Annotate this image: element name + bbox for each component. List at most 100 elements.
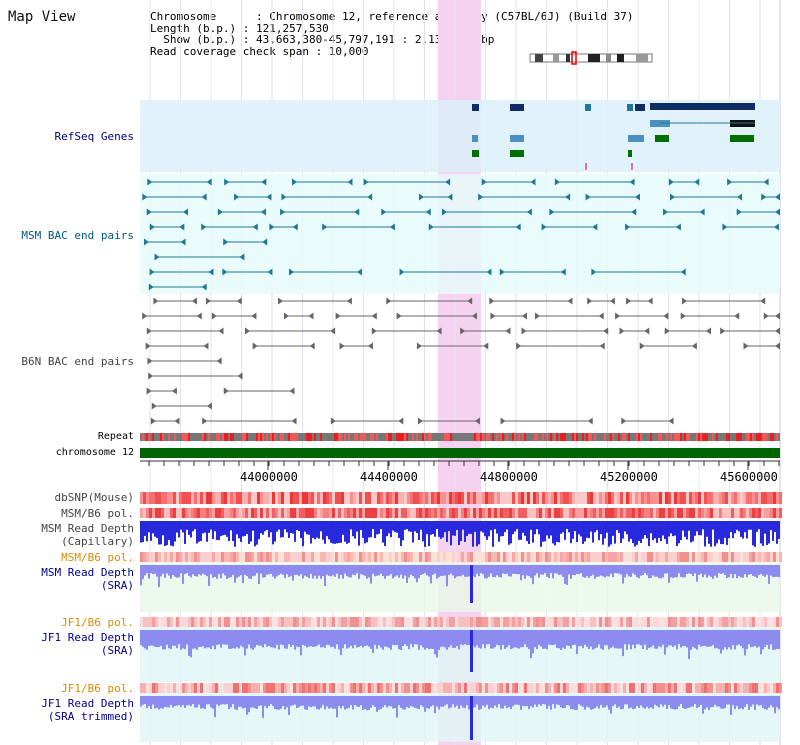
bac-end-marker[interactable] — [460, 327, 466, 335]
refseq-gene[interactable] — [650, 120, 668, 127]
bac-end-marker[interactable] — [245, 327, 251, 335]
bac-end-marker[interactable] — [363, 178, 369, 186]
bac-end-marker[interactable] — [474, 417, 480, 425]
bac-end-marker[interactable] — [682, 297, 688, 305]
bac-end-marker[interactable] — [142, 312, 148, 320]
bac-end-marker[interactable] — [534, 312, 540, 320]
bac-end-marker[interactable] — [644, 327, 650, 335]
bac-end-marker[interactable] — [621, 417, 627, 425]
bac-end-marker[interactable] — [151, 402, 157, 410]
bac-end-marker[interactable] — [153, 297, 159, 305]
bac-end-marker[interactable] — [743, 342, 749, 350]
refseq-gene[interactable] — [472, 104, 479, 111]
bac-end-marker[interactable] — [330, 327, 336, 335]
bac-end-marker[interactable] — [445, 178, 451, 186]
chromosome-ideogram[interactable] — [529, 51, 653, 65]
bac-end-marker[interactable] — [367, 342, 373, 350]
bac-end-marker[interactable] — [516, 342, 522, 350]
bac-end-marker[interactable] — [196, 312, 202, 320]
bac-end-marker[interactable] — [490, 312, 496, 320]
bac-end-marker[interactable] — [143, 238, 149, 246]
bac-end-marker[interactable] — [775, 193, 780, 201]
bac-end-marker[interactable] — [521, 327, 527, 335]
bac-end-marker[interactable] — [292, 178, 298, 186]
track-label-dbsnp[interactable]: dbSNP(Mouse) — [54, 491, 134, 504]
bac-end-marker[interactable] — [773, 223, 779, 231]
bac-end-marker[interactable] — [335, 312, 341, 320]
bac-end-marker[interactable] — [680, 312, 686, 320]
bac-end-marker[interactable] — [736, 208, 742, 216]
bac-end-marker[interactable] — [147, 357, 153, 365]
bac-end-marker[interactable] — [691, 342, 697, 350]
bac-end-marker[interactable] — [436, 327, 442, 335]
bac-end-marker[interactable] — [171, 387, 177, 395]
bac-end-marker[interactable] — [763, 312, 769, 320]
bac-end-marker[interactable] — [668, 417, 674, 425]
bac-end-marker[interactable] — [146, 327, 152, 335]
bac-end-marker[interactable] — [587, 417, 593, 425]
track-label-b6n-bac[interactable]: B6N BAC end pairs — [21, 355, 134, 368]
bac-end-marker[interactable] — [206, 178, 212, 186]
bac-end-marker[interactable] — [481, 178, 487, 186]
bac-end-marker[interactable] — [150, 417, 156, 425]
bac-end-marker[interactable] — [191, 297, 197, 305]
bac-end-marker[interactable] — [234, 193, 240, 201]
bac-end-marker[interactable] — [208, 268, 214, 276]
bac-end-marker[interactable] — [565, 193, 571, 201]
bac-end-marker[interactable] — [211, 312, 217, 320]
bac-end-marker[interactable] — [330, 417, 336, 425]
bac-end-marker[interactable] — [203, 342, 209, 350]
bac-end-marker[interactable] — [224, 178, 230, 186]
bac-end-marker[interactable] — [763, 178, 769, 186]
bac-end-marker[interactable] — [281, 193, 287, 201]
bac-end-marker[interactable] — [386, 297, 392, 305]
refseq-gene[interactable] — [730, 135, 754, 142]
bac-end-marker[interactable] — [154, 253, 160, 261]
bac-end-marker[interactable] — [639, 342, 645, 350]
bac-end-marker[interactable] — [182, 208, 188, 216]
bac-end-marker[interactable] — [626, 297, 632, 305]
bac-end-marker[interactable] — [289, 387, 295, 395]
bac-end-marker[interactable] — [428, 223, 434, 231]
bac-end-marker[interactable] — [526, 208, 532, 216]
bac-end-marker[interactable] — [201, 223, 207, 231]
refseq-gene[interactable] — [585, 163, 587, 170]
track-label-jf1-pol-2[interactable]: JF1/B6 pol. — [61, 682, 134, 695]
bac-end-marker[interactable] — [371, 327, 377, 335]
bac-end-marker[interactable] — [371, 312, 377, 320]
bac-end-marker[interactable] — [418, 417, 424, 425]
bac-end-marker[interactable] — [663, 208, 669, 216]
track-label-jf1-read-depth-sra-trimmed[interactable]: JF1 Read Depth (SRA trimmed) — [41, 697, 134, 723]
bac-end-marker[interactable] — [706, 327, 712, 335]
track-label-chromosome[interactable]: chromosome 12 — [55, 447, 134, 458]
bac-end-marker[interactable] — [149, 268, 155, 276]
bac-end-marker[interactable] — [252, 342, 258, 350]
bac-end-marker[interactable] — [483, 342, 489, 350]
bac-end-marker[interactable] — [775, 327, 780, 335]
bac-end-marker[interactable] — [142, 193, 148, 201]
track-label-msm-pol-1[interactable]: MSM/B6 pol. — [61, 507, 134, 520]
bac-end-marker[interactable] — [146, 208, 152, 216]
bac-end-marker[interactable] — [398, 417, 404, 425]
bac-end-marker[interactable] — [722, 223, 728, 231]
bac-end-marker[interactable] — [425, 208, 431, 216]
bac-end-marker[interactable] — [346, 297, 352, 305]
bac-end-marker[interactable] — [283, 312, 289, 320]
bac-end-marker[interactable] — [541, 223, 547, 231]
bac-end-marker[interactable] — [308, 312, 314, 320]
track-label-msm-pol-2[interactable]: MSM/B6 pol. — [61, 551, 134, 564]
track-label-repeat[interactable]: Repeat — [97, 431, 134, 442]
bac-end-marker[interactable] — [587, 297, 593, 305]
bac-end-marker[interactable] — [530, 178, 536, 186]
bac-end-marker[interactable] — [223, 238, 229, 246]
bac-end-marker[interactable] — [761, 193, 767, 201]
bac-end-marker[interactable] — [339, 342, 345, 350]
bac-end-marker[interactable] — [668, 178, 674, 186]
bac-end-marker[interactable] — [634, 193, 640, 201]
bac-end-marker[interactable] — [663, 312, 669, 320]
bac-end-marker[interactable] — [670, 193, 676, 201]
bac-end-marker[interactable] — [598, 312, 604, 320]
bac-end-marker[interactable] — [585, 193, 591, 201]
bac-end-marker[interactable] — [148, 372, 154, 380]
chromosome-bar[interactable] — [140, 448, 780, 458]
